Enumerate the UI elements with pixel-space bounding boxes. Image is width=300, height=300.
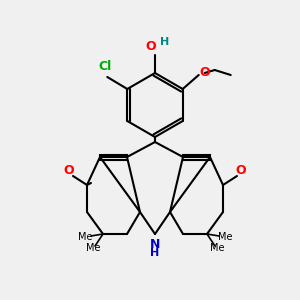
Text: Me: Me (86, 243, 100, 253)
Text: N: N (150, 238, 160, 250)
Text: O: O (146, 40, 156, 53)
Text: Me: Me (210, 243, 224, 253)
Text: O: O (236, 164, 246, 178)
Text: Cl: Cl (99, 60, 112, 73)
Text: O: O (64, 164, 74, 178)
Text: Me: Me (218, 232, 232, 242)
Text: O: O (200, 67, 210, 80)
Text: Me: Me (78, 232, 92, 242)
Text: H: H (150, 248, 160, 258)
Text: H: H (160, 37, 169, 47)
